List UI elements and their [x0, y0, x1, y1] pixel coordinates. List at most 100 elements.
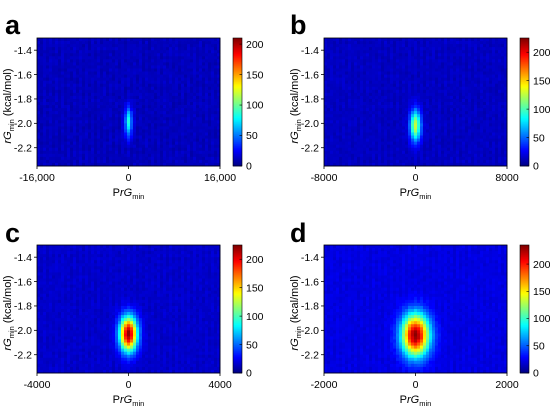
- heatmap-cell: [70, 84, 73, 87]
- heatmap-cell: [339, 72, 342, 75]
- heatmap-cell: [148, 38, 151, 41]
- heatmap-cell: [402, 108, 405, 111]
- heatmap-cell: [405, 68, 408, 71]
- heatmap-cell: [474, 126, 477, 129]
- heatmap-cell: [417, 38, 420, 41]
- heatmap-cell: [40, 114, 43, 117]
- heatmap-cell: [432, 148, 435, 151]
- heatmap-cell: [130, 102, 133, 105]
- heatmap-cell: [357, 108, 360, 111]
- heatmap-cell: [112, 120, 115, 123]
- heatmap-cell: [193, 81, 196, 84]
- heatmap-cell: [459, 38, 462, 41]
- heatmap-cell: [336, 120, 339, 123]
- heatmap-cell: [169, 50, 172, 53]
- heatmap-cell: [145, 105, 148, 108]
- heatmap-cell: [348, 93, 351, 96]
- heatmap-cell: [112, 62, 115, 65]
- heatmap-cell: [486, 99, 489, 102]
- heatmap-cell: [91, 50, 94, 53]
- heatmap-cell: [178, 90, 181, 93]
- heatmap-cell: [202, 56, 205, 59]
- heatmap-cell: [208, 65, 211, 68]
- heatmap-cell: [420, 72, 423, 75]
- heatmap-cell: [70, 151, 73, 154]
- heatmap-cell: [103, 65, 106, 68]
- heatmap-cell: [64, 111, 67, 114]
- heatmap-cell: [369, 129, 372, 132]
- heatmap-cell: [175, 123, 178, 126]
- heatmap-cell: [43, 93, 46, 96]
- heatmap-cell: [121, 47, 124, 50]
- heatmap-cell: [381, 126, 384, 129]
- heatmap-cell: [336, 68, 339, 71]
- heatmap-cell: [348, 148, 351, 151]
- heatmap-cell: [468, 136, 471, 139]
- heatmap-cell: [423, 139, 426, 142]
- heatmap-cell: [414, 102, 417, 105]
- heatmap-cell: [402, 132, 405, 135]
- heatmap-cell: [387, 68, 390, 71]
- heatmap-cell: [76, 93, 79, 96]
- heatmap-cell: [82, 56, 85, 59]
- heatmap-cell: [363, 102, 366, 105]
- heatmap-cell: [121, 108, 124, 111]
- heatmap-cell: [106, 120, 109, 123]
- heatmap-cell: [474, 139, 477, 142]
- heatmap-cell: [151, 87, 154, 90]
- heatmap-cell: [420, 59, 423, 62]
- heatmap-cell: [408, 151, 411, 154]
- heatmap-cell: [151, 44, 154, 47]
- heatmap-cell: [414, 38, 417, 41]
- heatmap-cell: [199, 96, 202, 99]
- heatmap-cell: [429, 56, 432, 59]
- heatmap-cell: [124, 68, 127, 71]
- heatmap-cell: [97, 72, 100, 75]
- heatmap-cell: [441, 56, 444, 59]
- heatmap-cell: [438, 87, 441, 90]
- heatmap-cell: [330, 38, 333, 41]
- heatmap-cell: [405, 75, 408, 78]
- heatmap-cell: [61, 105, 64, 108]
- heatmap-cell: [145, 117, 148, 120]
- heatmap-cell: [100, 160, 103, 163]
- heatmap-cell: [381, 117, 384, 120]
- heatmap-cell: [214, 78, 217, 81]
- heatmap-cell: [360, 44, 363, 47]
- heatmap-cell: [438, 111, 441, 114]
- heatmap-cell: [172, 96, 175, 99]
- heatmap-cell: [193, 160, 196, 163]
- heatmap-cell: [190, 72, 193, 75]
- heatmap-cell: [100, 108, 103, 111]
- heatmap-cell: [199, 87, 202, 90]
- heatmap-cell: [486, 59, 489, 62]
- heatmap-cell: [342, 87, 345, 90]
- heatmap-cell: [61, 56, 64, 59]
- heatmap-cell: [390, 87, 393, 90]
- heatmap-cell: [411, 157, 414, 160]
- heatmap-cell: [115, 41, 118, 44]
- heatmap-cell: [381, 50, 384, 53]
- heatmap-cell: [417, 154, 420, 157]
- heatmap-cell: [94, 102, 97, 105]
- heatmap-cell: [324, 65, 327, 68]
- heatmap-cell: [121, 93, 124, 96]
- heatmap-cell: [339, 117, 342, 120]
- heatmap-cell: [181, 111, 184, 114]
- heatmap-cell: [447, 96, 450, 99]
- heatmap-cell: [429, 160, 432, 163]
- heatmap-cell: [366, 93, 369, 96]
- heatmap-cell: [172, 132, 175, 135]
- heatmap-cell: [435, 50, 438, 53]
- heatmap-cell: [145, 151, 148, 154]
- heatmap-cell: [477, 78, 480, 81]
- heatmap-cell: [130, 126, 133, 129]
- heatmap-cell: [384, 160, 387, 163]
- heatmap-cell: [354, 151, 357, 154]
- heatmap-cell: [408, 75, 411, 78]
- heatmap-cell: [417, 99, 420, 102]
- heatmap-cell: [163, 90, 166, 93]
- heatmap-cell: [483, 53, 486, 56]
- heatmap-cell: [139, 136, 142, 139]
- heatmap-cell: [199, 145, 202, 148]
